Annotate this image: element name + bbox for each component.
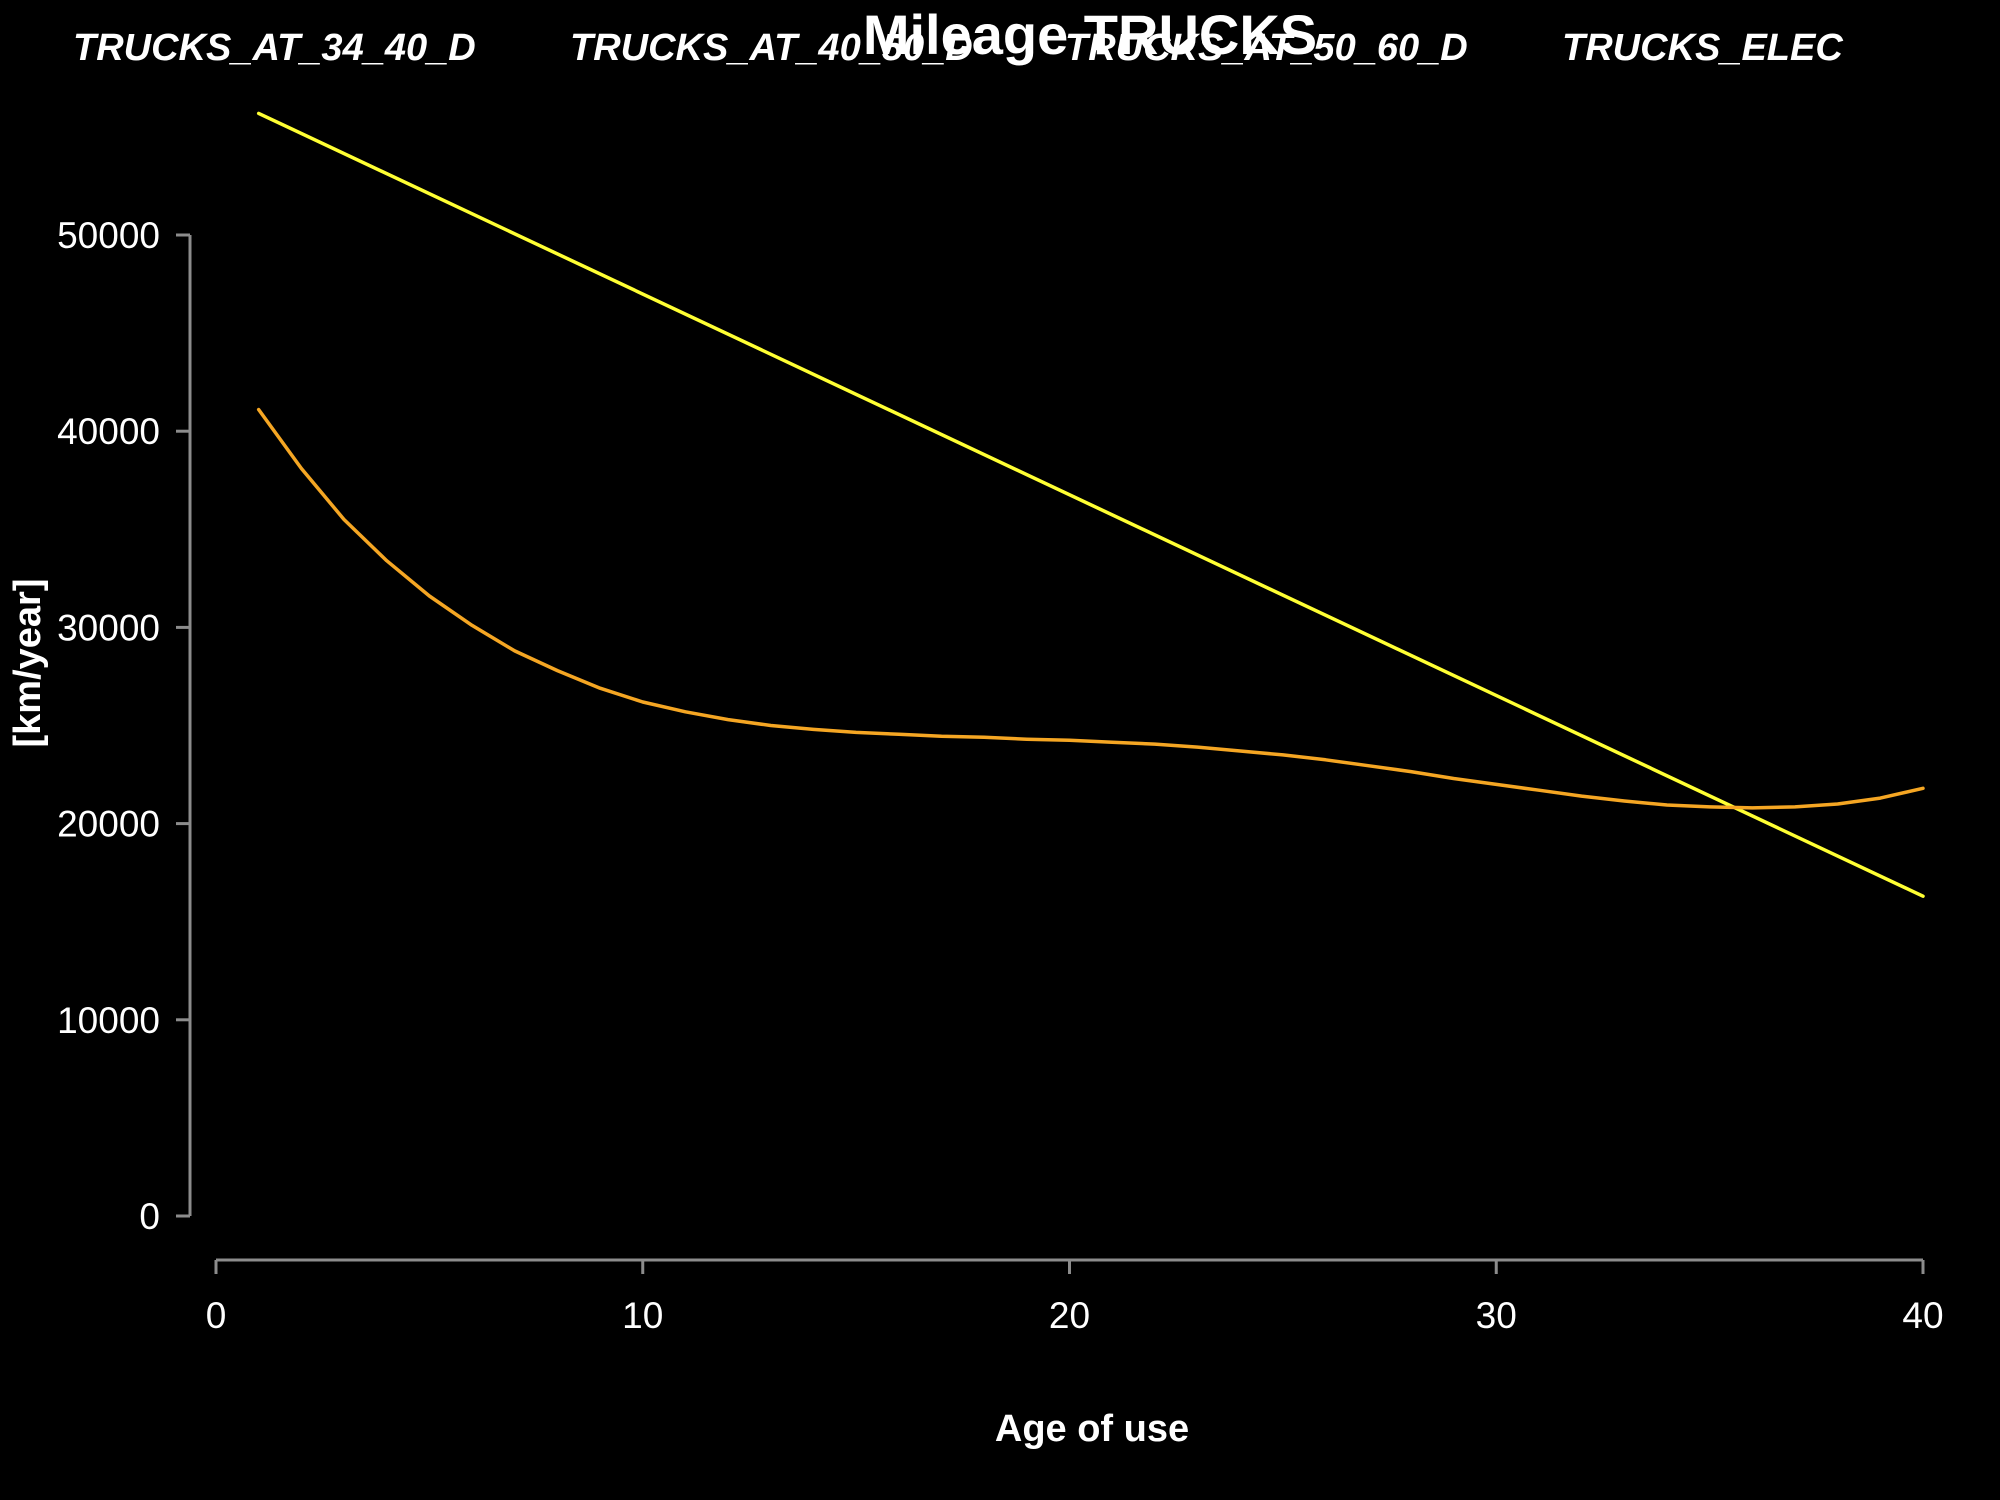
legend-entry: TRUCKS_AT_50_60_D	[1065, 27, 1468, 69]
legend-entry: TRUCKS_ELEC	[1562, 27, 1843, 69]
y-tick-label: 40000	[57, 411, 160, 452]
y-tick-label: 10000	[57, 1000, 160, 1041]
legend-entry: TRUCKS_AT_40_50_D	[570, 27, 973, 69]
series-layer	[256, 111, 1925, 898]
x-tick-label: 10	[622, 1295, 663, 1336]
x-tick-label: 30	[1476, 1295, 1517, 1336]
chart-title: Mileage TRUCKS	[863, 3, 1317, 66]
y-tick-label: 30000	[57, 607, 160, 648]
x-tick-label: 0	[206, 1295, 227, 1336]
x-axis-label: Age of use	[995, 1408, 1189, 1450]
y-tick-label: 50000	[57, 215, 160, 256]
legend-entry: TRUCKS_AT_34_40_D	[73, 27, 476, 69]
x-tick-label: 40	[1902, 1295, 1943, 1336]
y-tick-label: 0	[139, 1196, 160, 1237]
axes-layer	[188, 235, 1923, 1262]
x-tick-label: 20	[1049, 1295, 1090, 1336]
legend: TRUCKS_AT_34_40_D TRUCKS_AT_40_50_D TRUCKS…	[73, 27, 1843, 69]
ticks-layer: 0 10000 20000 30000 40000 50000 0 10 20 30 40	[57, 215, 1943, 1336]
series-line-2	[256, 407, 1925, 810]
y-axis-label: [km/year]	[7, 579, 49, 748]
y-tick-label: 20000	[57, 804, 160, 845]
series-line-1	[256, 111, 1925, 898]
